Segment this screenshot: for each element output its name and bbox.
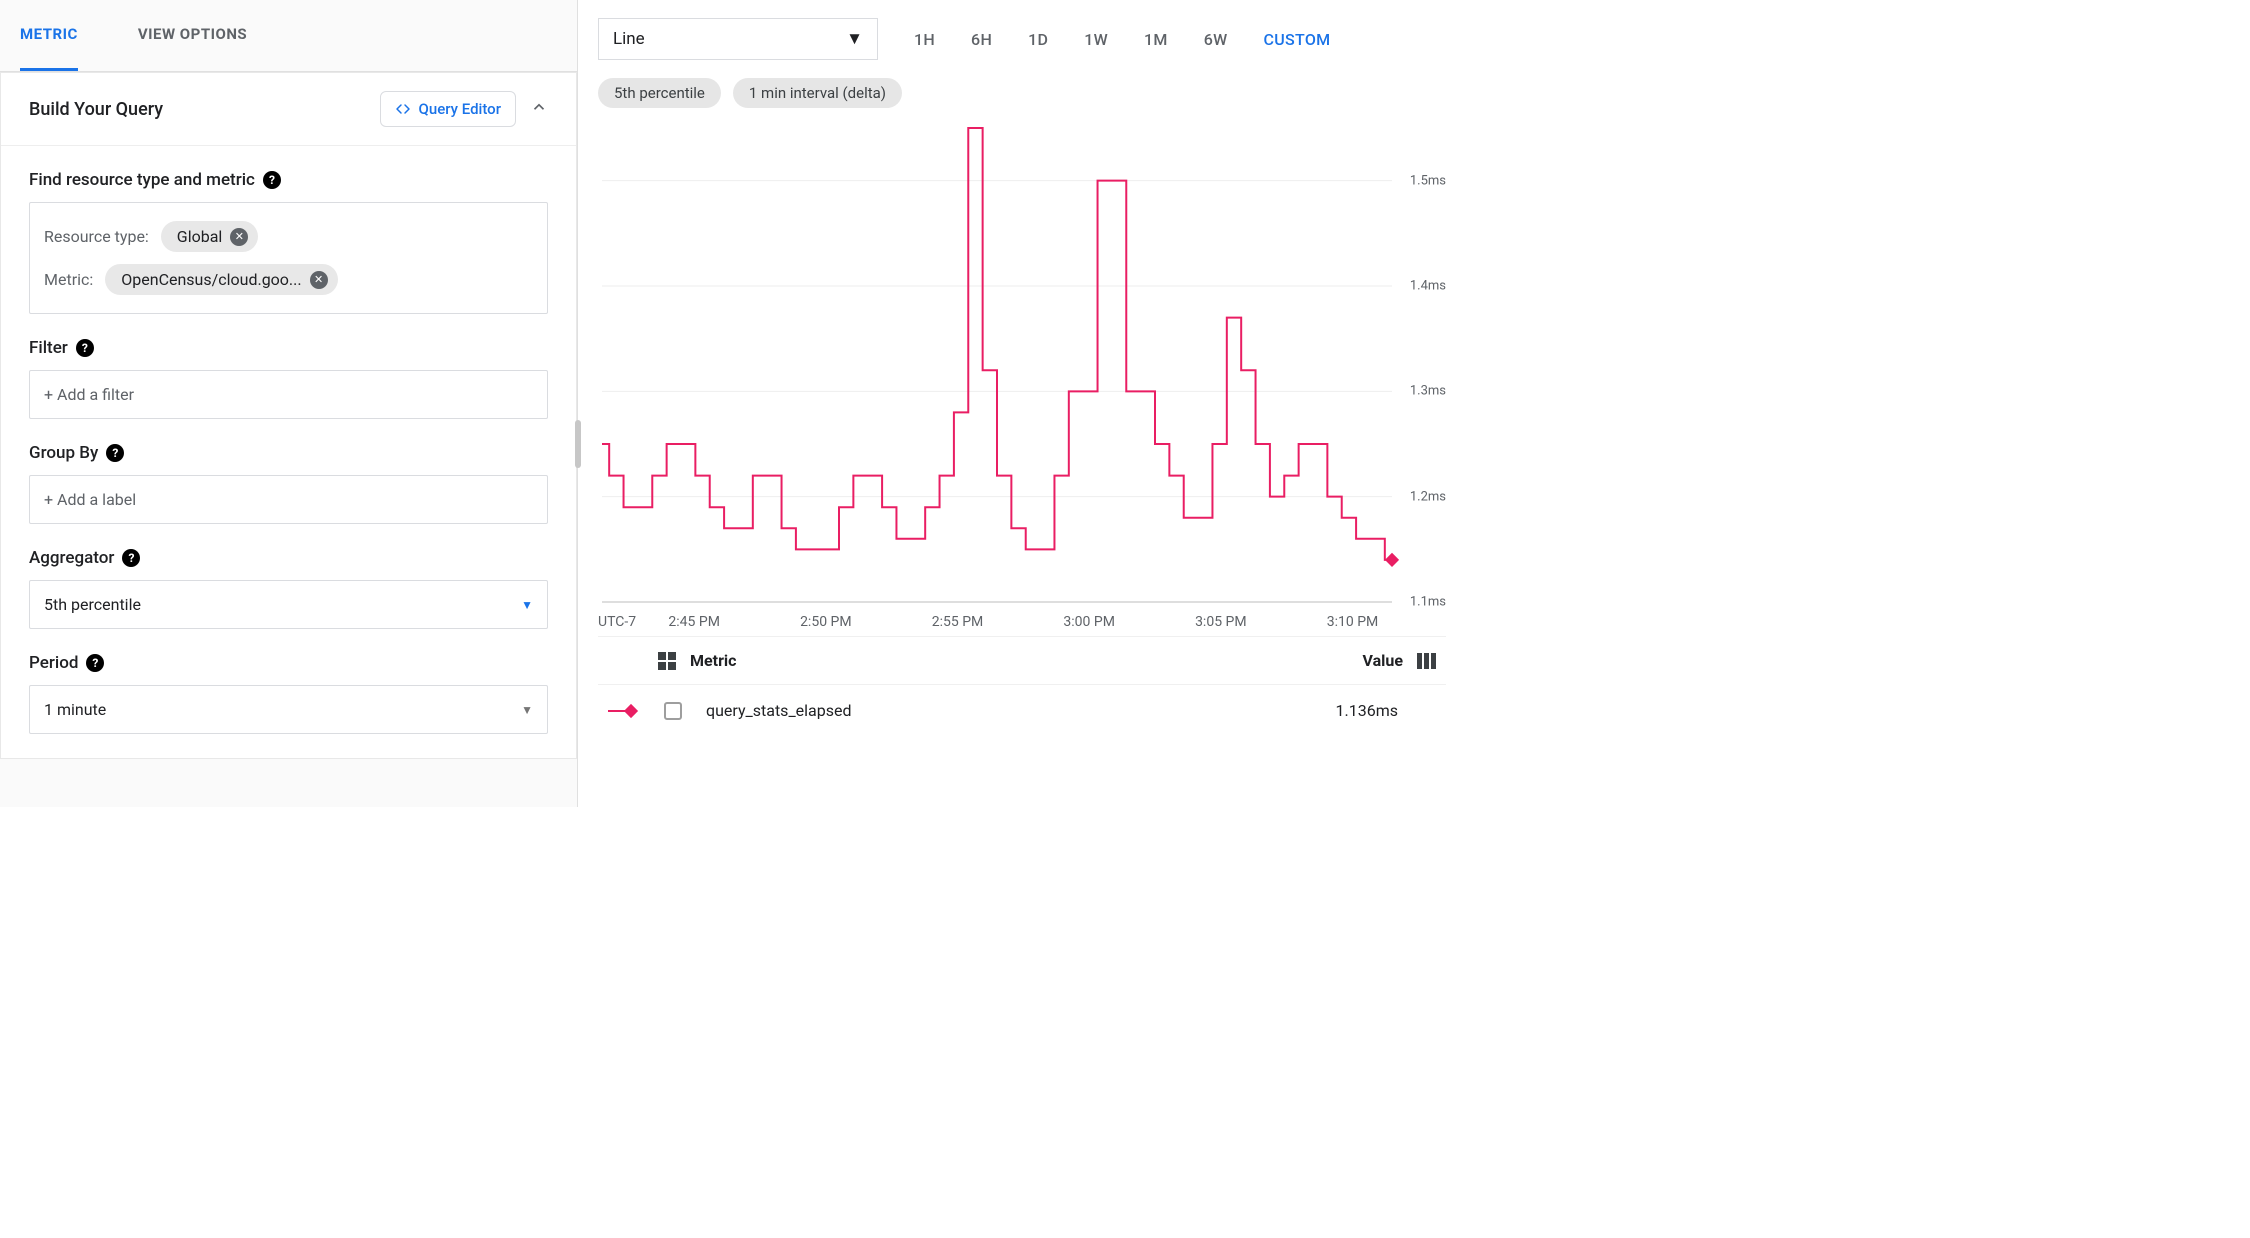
metric-key: Metric: [44, 270, 93, 289]
timezone-label: UTC-7 [598, 614, 636, 630]
x-tick-label: 3:10 PM [1327, 614, 1379, 630]
left-tabs: METRIC VIEW OPTIONS [0, 0, 577, 72]
y-tick-label: 1.5ms [1410, 173, 1446, 188]
chart-panel: Line ▼ 1H 6H 1D 1W 1M 6W CUSTOM 5th percentile… [578, 0, 1466, 807]
x-tick-label: 3:00 PM [1063, 614, 1115, 630]
filter-label-text: Filter [29, 338, 68, 358]
aggregator-label: Aggregator ? [29, 548, 548, 568]
resource-metric-box: Resource type: Global ✕ Metric: OpenCens… [29, 202, 548, 314]
remove-resource-type-icon[interactable]: ✕ [230, 228, 248, 246]
time-range-custom[interactable]: CUSTOM [1263, 30, 1330, 49]
aggregator-select[interactable]: 5th percentile ▼ [29, 580, 548, 629]
metric-chip[interactable]: OpenCensus/cloud.goo... ✕ [105, 264, 337, 295]
period-label-text: Period [29, 653, 78, 673]
chart-type-select[interactable]: Line ▼ [598, 18, 878, 60]
filter-label: Filter ? [29, 338, 548, 358]
period-select[interactable]: 1 minute ▼ [29, 685, 548, 734]
y-tick-label: 1.1ms [1410, 595, 1446, 610]
time-range-1d[interactable]: 1D [1028, 30, 1048, 49]
legend-series-value: 1.136ms [1336, 701, 1398, 720]
time-range-1m[interactable]: 1M [1144, 30, 1168, 49]
chart-area: 1.1ms 1.2ms 1.3ms 1.4ms 1.5ms UTC-7 2:45 PM 2:5… [598, 120, 1446, 630]
query-editor-label: Query Editor [419, 100, 501, 118]
aggregator-value: 5th percentile [44, 595, 141, 614]
x-tick-label: 2:55 PM [932, 614, 984, 630]
groupby-label: Group By ? [29, 443, 548, 463]
build-query-title: Build Your Query [29, 99, 163, 120]
legend-row: query_stats_elapsed 1.136ms [598, 685, 1446, 736]
time-range-group: 1H 6H 1D 1W 1M 6W CUSTOM [914, 30, 1330, 49]
resource-type-chip[interactable]: Global ✕ [161, 221, 259, 252]
legend-header: Metric Value [598, 636, 1446, 685]
add-filter-input[interactable]: + Add a filter [29, 370, 548, 419]
x-tick-label: 3:05 PM [1195, 614, 1247, 630]
legend-value-hdr: Value [1363, 651, 1404, 670]
resource-type-chip-label: Global [177, 227, 223, 246]
time-range-1w[interactable]: 1W [1084, 30, 1108, 49]
period-label: Period ? [29, 653, 548, 673]
build-query-header: Build Your Query Query Editor [1, 73, 576, 146]
remove-metric-icon[interactable]: ✕ [310, 271, 328, 289]
y-tick-label: 1.2ms [1410, 489, 1446, 504]
legend-metric-hdr: Metric [690, 651, 737, 670]
aggregator-label-text: Aggregator [29, 548, 114, 568]
aggregator-badge: 5th percentile [598, 78, 721, 108]
metric-chip-label: OpenCensus/cloud.goo... [121, 270, 301, 289]
y-tick-label: 1.3ms [1410, 384, 1446, 399]
tab-metric[interactable]: METRIC [20, 0, 78, 71]
caret-down-icon: ▼ [846, 29, 863, 49]
legend-series-name: query_stats_elapsed [706, 701, 851, 720]
add-groupby-input[interactable]: + Add a label [29, 475, 548, 524]
time-range-1h[interactable]: 1H [914, 30, 935, 49]
find-metric-label: Find resource type and metric ? [29, 170, 548, 190]
caret-down-icon: ▼ [521, 598, 533, 612]
interval-badge: 1 min interval (delta) [733, 78, 902, 108]
chart-type-value: Line [613, 29, 645, 49]
legend-grid-icon[interactable] [658, 652, 676, 670]
x-tick-label: 2:45 PM [668, 614, 720, 630]
help-icon[interactable]: ? [106, 444, 124, 462]
query-builder-panel: METRIC VIEW OPTIONS Build Your Query Que… [0, 0, 578, 807]
chevron-up-icon [530, 98, 548, 116]
help-icon[interactable]: ? [122, 549, 140, 567]
groupby-label-text: Group By [29, 443, 98, 463]
resource-type-key: Resource type: [44, 227, 149, 246]
caret-down-icon: ▼ [521, 703, 533, 717]
line-chart [598, 120, 1446, 630]
x-tick-label: 2:50 PM [800, 614, 852, 630]
period-value: 1 minute [44, 700, 106, 719]
help-icon[interactable]: ? [263, 171, 281, 189]
collapse-section-button[interactable] [530, 98, 548, 120]
legend-checkbox[interactable] [664, 702, 682, 720]
help-icon[interactable]: ? [86, 654, 104, 672]
legend-columns-icon[interactable] [1417, 653, 1436, 669]
legend-swatch [608, 706, 636, 716]
y-tick-label: 1.4ms [1410, 279, 1446, 294]
help-icon[interactable]: ? [76, 339, 94, 357]
tab-view-options[interactable]: VIEW OPTIONS [138, 0, 247, 71]
time-range-6h[interactable]: 6H [971, 30, 992, 49]
query-editor-button[interactable]: Query Editor [380, 91, 516, 127]
time-range-6w[interactable]: 6W [1204, 30, 1228, 49]
find-metric-label-text: Find resource type and metric [29, 170, 255, 190]
code-icon [395, 101, 411, 117]
